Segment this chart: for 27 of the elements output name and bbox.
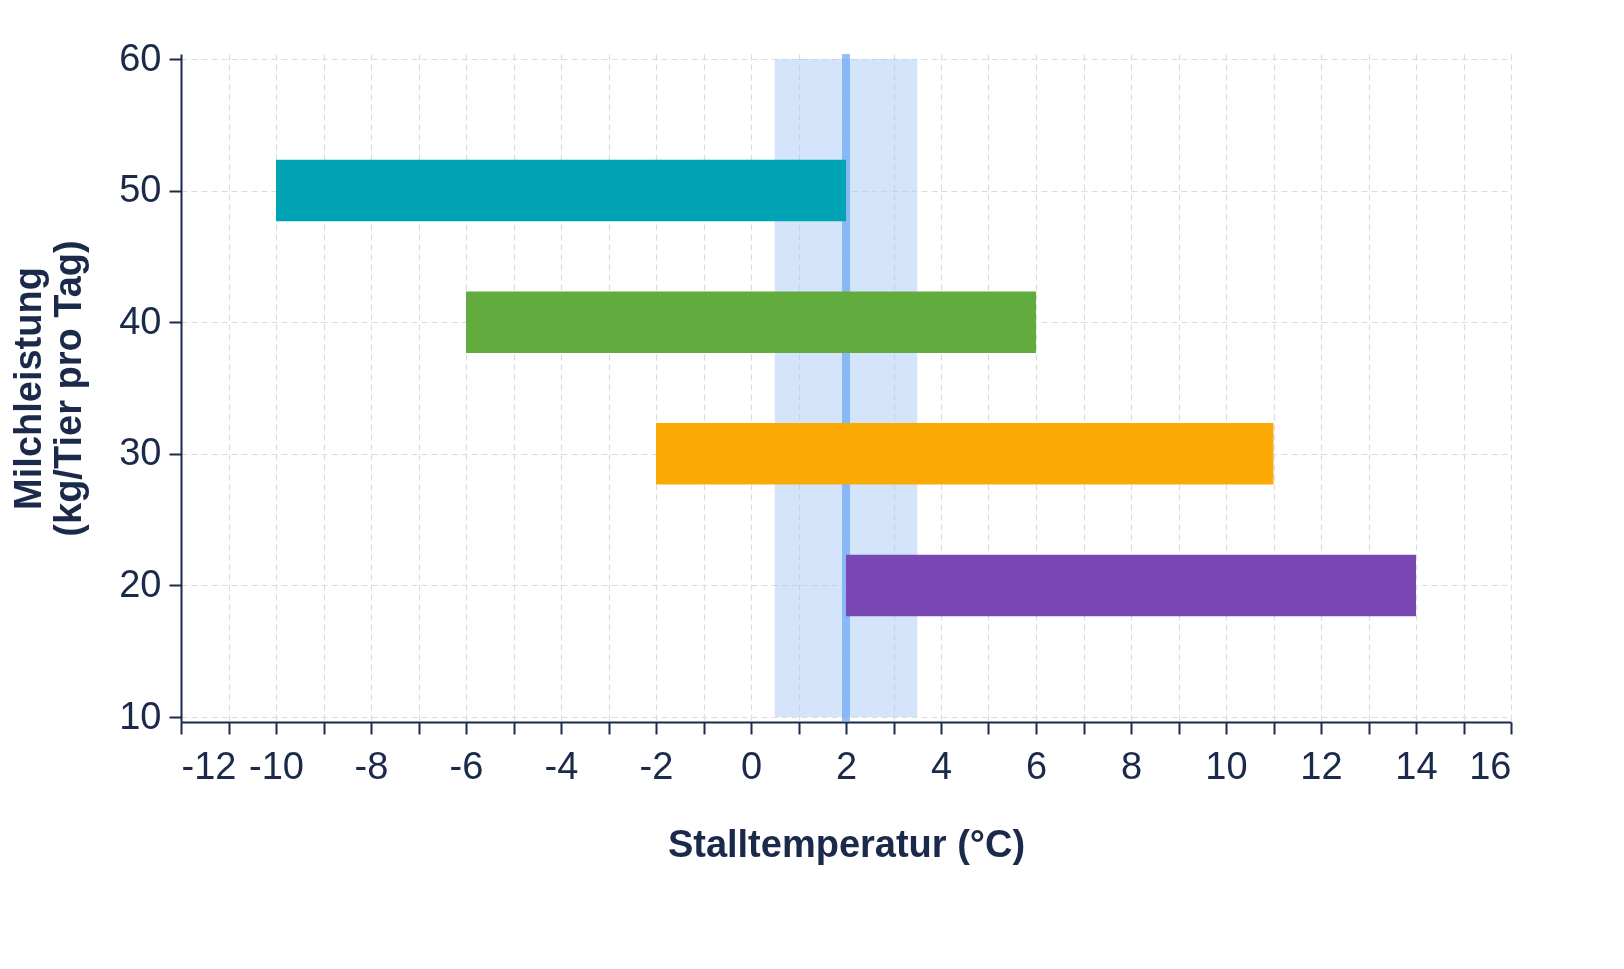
y-axis-title: Milchleistung (kg/Tier pro Tag) [7, 240, 90, 537]
x-tick-label: -8 [354, 744, 389, 787]
x-tick-label: 8 [1120, 744, 1143, 787]
y-tick-label: 20 [119, 562, 162, 605]
y-tick-label: 30 [119, 431, 162, 474]
x-tick-label: 6 [1025, 744, 1048, 787]
x-tick-label: 12 [1300, 744, 1343, 787]
y-tick-label: 50 [119, 168, 162, 211]
y-tick-label: 10 [119, 694, 162, 737]
bar [466, 291, 1036, 353]
x-tick-label: 16 [1469, 744, 1512, 787]
x-tick-label: -12 [181, 744, 237, 787]
bar [276, 159, 846, 222]
y-tick-label: 60 [119, 36, 162, 79]
x-axis-title: Stalltemperatur (°C) [667, 822, 1026, 865]
x-tick-label: -4 [544, 744, 579, 787]
x-tick-label: 14 [1395, 744, 1438, 787]
x-tick-label: -10 [249, 744, 304, 787]
x-tick-label: -2 [639, 744, 674, 787]
x-tick-label: 4 [930, 744, 953, 787]
bar [846, 554, 1416, 617]
x-tick-label: 2 [835, 744, 858, 787]
x-tick-label: -6 [449, 744, 484, 787]
x-tick-label: 0 [740, 744, 763, 787]
y-tick-label: 40 [119, 299, 162, 342]
bar [656, 423, 1274, 485]
x-tick-label: 10 [1205, 744, 1248, 787]
